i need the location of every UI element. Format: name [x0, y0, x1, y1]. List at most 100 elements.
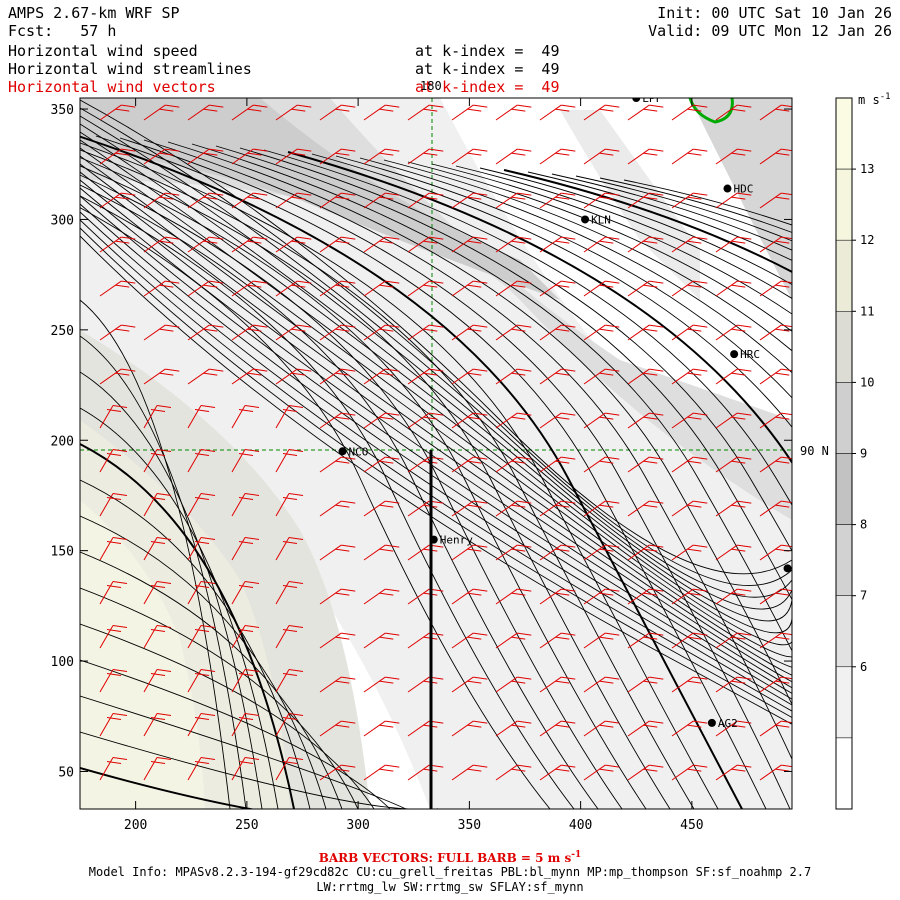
- streamline: [119, 137, 791, 809]
- station-label: LPF: [642, 92, 662, 105]
- wind-barb: [187, 104, 224, 121]
- streamline: [143, 139, 792, 761]
- wind-barb: [627, 764, 664, 781]
- wind-barb: [495, 764, 532, 781]
- field-label-speed: Horizontal wind speed: [8, 42, 198, 60]
- wind-barb: [715, 676, 752, 693]
- wind-barb: [187, 624, 216, 649]
- wind-barb: [539, 412, 576, 429]
- station-label: HDC: [733, 183, 753, 196]
- y-tick-label: 150: [51, 545, 74, 560]
- wind-barb: [363, 412, 400, 429]
- streamline: [263, 149, 792, 506]
- wind-barb: [671, 280, 708, 297]
- wind-barb: [231, 448, 260, 473]
- y-tick-label: 250: [51, 324, 74, 339]
- wind-barb: [99, 536, 128, 561]
- station-label: Henry: [440, 534, 473, 547]
- wind-barb: [99, 104, 136, 121]
- colorbar-unit: m s-1: [858, 92, 891, 107]
- wind-barb: [187, 712, 216, 737]
- streamline: [455, 165, 792, 300]
- x-tick-label: 200: [124, 818, 147, 833]
- wind-barb: [363, 676, 400, 693]
- wind-barb: [495, 632, 532, 649]
- wind-barb: [275, 104, 312, 121]
- wind-barb: [495, 104, 532, 121]
- wind-barb: [495, 236, 532, 253]
- wind-barb: [99, 668, 128, 693]
- streamline: [407, 161, 792, 332]
- wind-barb: [99, 712, 128, 737]
- wind-barb: [539, 544, 576, 561]
- colorbar-segment: [835, 97, 853, 170]
- streamline: [80, 695, 407, 809]
- wind-barb: [231, 324, 268, 341]
- colorbar-segment: [835, 382, 853, 454]
- y-tick-label: 100: [51, 655, 74, 670]
- streamline: [80, 195, 575, 809]
- wind-barb: [143, 492, 172, 517]
- streamline: [479, 167, 792, 286]
- wind-barb: [319, 148, 356, 165]
- wind-barb: [451, 456, 488, 473]
- wind-barb: [275, 368, 312, 385]
- wind-barb: [671, 676, 708, 693]
- wind-barb: [583, 764, 620, 781]
- wind-barb: [143, 668, 172, 693]
- streamline: [80, 587, 359, 809]
- wind-barb: [363, 368, 400, 385]
- streamline: [239, 147, 792, 552]
- streamline: [80, 149, 695, 809]
- wind-barb: [363, 500, 400, 517]
- wind-barb: [495, 148, 532, 165]
- y-axis: 350 300 250 200 150 100 50: [51, 103, 792, 780]
- wind-barb: [99, 404, 128, 429]
- x-axis: 200 250 300 350 400 450: [124, 98, 704, 833]
- wind-barb: [495, 280, 532, 297]
- streamline: [80, 551, 343, 809]
- wind-barb: [143, 192, 180, 209]
- wind-barb: [627, 148, 664, 165]
- wind-barb: [671, 500, 708, 517]
- wind-barb: [759, 764, 792, 781]
- colorbar-segment: [835, 737, 853, 810]
- wind-barb: [231, 104, 268, 121]
- wind-barb: [319, 544, 356, 561]
- wind-barb: [99, 756, 128, 781]
- wind-barb: [231, 192, 268, 209]
- wind-barb: [319, 412, 356, 429]
- streamline: [80, 155, 792, 658]
- valid-time: Valid: 09 UTC Mon 12 Jan 26: [648, 22, 892, 40]
- wind-barb: [715, 324, 752, 341]
- streamline: [575, 175, 792, 242]
- wind-barb: [627, 588, 664, 605]
- station-label: NCO: [349, 445, 369, 458]
- wind-barb: [187, 448, 216, 473]
- wind-barb: [407, 368, 444, 385]
- wind-barb: [759, 676, 792, 693]
- streamline: [80, 515, 327, 809]
- wind-barb: [759, 632, 792, 649]
- wind-barb: [539, 324, 576, 341]
- wind-barb: [671, 148, 708, 165]
- wind-barb: [671, 324, 708, 341]
- wind-barb: [187, 148, 224, 165]
- wind-barb: [583, 368, 620, 385]
- colorbar-segment: [835, 595, 853, 668]
- wind-barb: [319, 236, 356, 253]
- wind-barb: [363, 192, 400, 209]
- model-info: Model Info: MPASv8.2.3-194-gf29cd82c CU:…: [88, 865, 812, 879]
- wind-barb: [715, 632, 752, 649]
- streamline: [80, 135, 743, 809]
- wind-barb: [715, 280, 752, 297]
- wind-barb: [539, 500, 576, 517]
- station-marker: [581, 215, 590, 224]
- wind-barb: [451, 280, 488, 297]
- wind-barb: [451, 412, 488, 429]
- streamline: [80, 299, 231, 809]
- wind-barb: [187, 368, 224, 385]
- wind-barb: [759, 720, 792, 737]
- streamline: [527, 171, 792, 261]
- wind-barb: [407, 280, 444, 297]
